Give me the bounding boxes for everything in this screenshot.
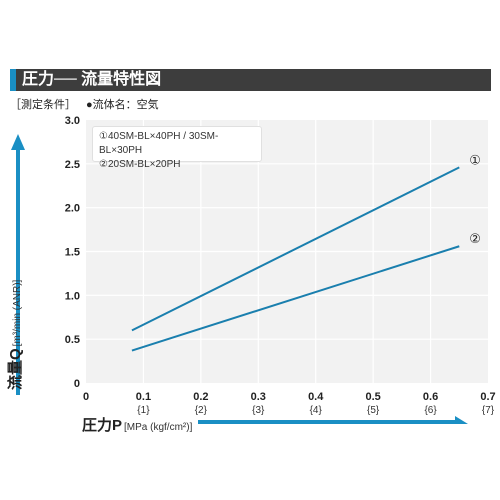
x-tick-labels: 0 0.1 0.2 0.3 0.4 0.5 0.6 0.7 bbox=[83, 391, 496, 403]
x-tick-secondary-label: {3} bbox=[252, 405, 265, 416]
series-line-2 bbox=[131, 245, 460, 352]
x-tick-label: 0.2 bbox=[193, 391, 208, 403]
legend-entry-2: ②20SM-BL×20PH bbox=[99, 159, 181, 170]
series-line-1 bbox=[131, 166, 460, 332]
x-tick-secondary-label: {6} bbox=[424, 405, 437, 416]
chart-title: 圧力── 流量特性図 bbox=[22, 71, 162, 88]
x-tick-secondary-label: {7} bbox=[482, 405, 495, 416]
y-tick-label: 2.5 bbox=[65, 159, 80, 171]
x-tick-secondary-label: {5} bbox=[367, 405, 380, 416]
x-axis-label-main: 圧力P bbox=[82, 417, 123, 434]
x-tick-secondary-label: {4} bbox=[310, 405, 323, 416]
section-header: 圧力── 流量特性図 bbox=[10, 69, 491, 91]
measurement-conditions: ［測定条件］ ●流体名：空気 bbox=[10, 96, 159, 112]
y-tick-label: 0 bbox=[74, 378, 80, 390]
series-label-2: ② bbox=[469, 232, 481, 247]
y-tick-label: 1.5 bbox=[65, 247, 80, 259]
x-tick-label: 0.4 bbox=[308, 391, 324, 403]
legend-entry-1: ①40SM-BL×40PH / 30SM-BL×30PH bbox=[99, 131, 219, 156]
y-tick-labels: 0 0.5 1.0 1.5 2.0 2.5 3.0 bbox=[65, 115, 80, 390]
x-axis-label-unit: [MPa (kgf/cm²)] bbox=[124, 422, 193, 433]
y-tick-label: 1.0 bbox=[65, 290, 80, 302]
x-tick-label: 0.6 bbox=[423, 391, 438, 403]
x-tick-label: 0 bbox=[83, 391, 89, 403]
grid-lines bbox=[86, 120, 488, 383]
y-tick-label: 3.0 bbox=[65, 115, 80, 127]
legend: ①40SM-BL×40PH / 30SM-BL×30PH ②20SM-BL×20… bbox=[92, 126, 262, 170]
x-tick-secondary-labels: {1} {2} {3} {4} {5} {6} {7} bbox=[137, 405, 494, 416]
x-axis-arrow bbox=[198, 416, 468, 424]
y-axis-label-unit: [m³/min (ANR)] bbox=[12, 279, 23, 347]
y-axis-label: 流量Q [m³/min (ANR)] bbox=[4, 220, 24, 390]
y-axis-label-main: 流量Q bbox=[7, 348, 24, 390]
x-tick-secondary-label: {2} bbox=[195, 405, 208, 416]
x-tick-secondary-label: {1} bbox=[137, 405, 150, 416]
series-label-1: ① bbox=[469, 153, 481, 168]
y-tick-label: 0.5 bbox=[65, 334, 80, 346]
x-tick-label: 0.1 bbox=[136, 391, 151, 403]
y-tick-label: 2.0 bbox=[65, 203, 80, 215]
x-axis-label: 圧力P [MPa (kgf/cm²)] bbox=[82, 414, 192, 435]
x-tick-label: 0.5 bbox=[365, 391, 380, 403]
axis-arrows bbox=[11, 134, 468, 424]
fluid-name: ●流体名：空気 bbox=[86, 99, 159, 111]
series-lines bbox=[131, 166, 460, 352]
header-accent bbox=[10, 69, 16, 91]
conditions-label: ［測定条件］ bbox=[10, 99, 76, 111]
series-end-labels: ①② bbox=[469, 153, 481, 247]
y-axis-arrowhead-icon bbox=[11, 134, 25, 150]
x-tick-label: 0.3 bbox=[251, 391, 266, 403]
x-tick-label: 0.7 bbox=[480, 391, 495, 403]
